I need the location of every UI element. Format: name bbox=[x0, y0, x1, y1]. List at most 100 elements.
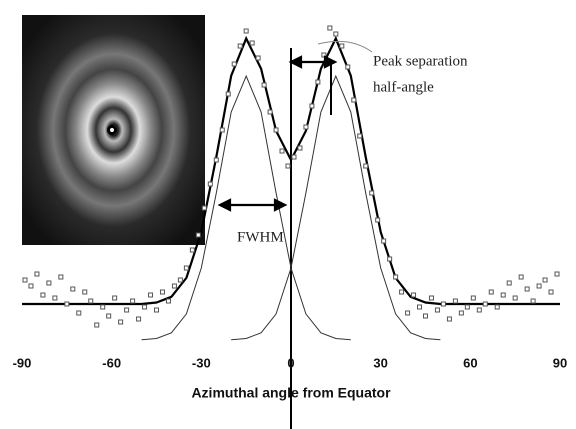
data-point bbox=[453, 299, 457, 303]
data-point bbox=[358, 134, 362, 138]
data-point bbox=[471, 296, 475, 300]
data-point bbox=[226, 92, 230, 96]
x-tick-label: -30 bbox=[192, 355, 211, 370]
data-point bbox=[178, 278, 182, 282]
data-point bbox=[334, 32, 338, 36]
data-point bbox=[202, 206, 206, 210]
data-point bbox=[232, 62, 236, 66]
data-point bbox=[406, 311, 410, 315]
data-point bbox=[388, 257, 392, 261]
data-point bbox=[274, 128, 278, 132]
x-tick-label: -90 bbox=[13, 355, 32, 370]
data-point bbox=[214, 158, 218, 162]
data-point bbox=[262, 83, 266, 87]
data-point bbox=[172, 284, 176, 288]
x-tick-label: -60 bbox=[102, 355, 121, 370]
data-point bbox=[555, 272, 559, 276]
data-point bbox=[501, 293, 505, 297]
data-point bbox=[316, 80, 320, 84]
data-point bbox=[238, 44, 242, 48]
data-point bbox=[531, 299, 535, 303]
data-point bbox=[65, 302, 69, 306]
data-point bbox=[59, 275, 63, 279]
data-point bbox=[513, 296, 517, 300]
data-point bbox=[137, 317, 141, 321]
annotation: FWHM bbox=[237, 229, 284, 245]
x-tick-label: 60 bbox=[463, 355, 477, 370]
x-tick-label: 90 bbox=[553, 355, 567, 370]
data-point bbox=[429, 296, 433, 300]
x-tick-label: 0 bbox=[287, 355, 294, 370]
data-point bbox=[495, 305, 499, 309]
leader-line bbox=[318, 41, 372, 52]
data-point bbox=[394, 275, 398, 279]
data-point bbox=[435, 308, 439, 312]
data-point bbox=[286, 164, 290, 168]
data-point bbox=[537, 284, 541, 288]
data-point bbox=[412, 293, 416, 297]
data-point bbox=[447, 317, 451, 321]
inset-image bbox=[22, 15, 205, 245]
data-point bbox=[340, 44, 344, 48]
data-point bbox=[376, 218, 380, 222]
data-point bbox=[549, 290, 553, 294]
data-point bbox=[489, 290, 493, 294]
data-point bbox=[47, 281, 51, 285]
annotation: half-angle bbox=[373, 79, 434, 95]
data-point bbox=[119, 320, 123, 324]
data-point bbox=[250, 41, 254, 45]
data-point bbox=[41, 293, 45, 297]
data-point bbox=[268, 110, 272, 114]
data-point bbox=[155, 308, 159, 312]
annotation: Peak separation bbox=[373, 53, 468, 69]
data-point bbox=[418, 305, 422, 309]
data-point bbox=[35, 272, 39, 276]
chart: Peak separation half-angle FWHM Azimutha… bbox=[0, 0, 576, 429]
data-point bbox=[160, 290, 164, 294]
data-point bbox=[208, 182, 212, 186]
data-point bbox=[220, 128, 224, 132]
data-point bbox=[190, 248, 194, 252]
data-point bbox=[525, 287, 529, 291]
data-point bbox=[77, 311, 81, 315]
data-point bbox=[400, 290, 404, 294]
data-point bbox=[465, 305, 469, 309]
data-point bbox=[483, 302, 487, 306]
data-point bbox=[543, 278, 547, 282]
data-point bbox=[53, 296, 57, 300]
x-tick-label: 30 bbox=[373, 355, 387, 370]
data-point bbox=[184, 266, 188, 270]
data-point bbox=[298, 146, 302, 150]
data-point bbox=[519, 275, 523, 279]
data-point bbox=[166, 299, 170, 303]
x-axis-title: Azimuthal angle from Equator bbox=[191, 385, 391, 401]
data-point bbox=[304, 125, 308, 129]
data-point bbox=[113, 296, 117, 300]
data-point bbox=[292, 155, 296, 159]
data-point bbox=[29, 284, 33, 288]
data-point bbox=[328, 26, 332, 30]
data-point bbox=[256, 56, 260, 60]
data-point bbox=[131, 299, 135, 303]
data-point bbox=[346, 65, 350, 69]
data-point bbox=[143, 305, 147, 309]
data-point bbox=[382, 239, 386, 243]
data-point bbox=[280, 149, 284, 153]
data-point bbox=[459, 311, 463, 315]
data-point bbox=[364, 164, 368, 168]
data-point bbox=[125, 308, 129, 312]
data-point bbox=[95, 323, 99, 327]
data-point bbox=[107, 314, 111, 318]
data-point bbox=[507, 281, 511, 285]
data-point bbox=[310, 104, 314, 108]
data-point bbox=[71, 287, 75, 291]
fit-curve bbox=[231, 76, 440, 340]
data-point bbox=[23, 278, 27, 282]
data-point bbox=[370, 191, 374, 195]
data-point bbox=[244, 29, 248, 33]
data-point bbox=[477, 308, 481, 312]
data-point bbox=[83, 290, 87, 294]
data-point bbox=[196, 233, 200, 237]
data-point bbox=[89, 299, 93, 303]
data-point bbox=[424, 314, 428, 318]
